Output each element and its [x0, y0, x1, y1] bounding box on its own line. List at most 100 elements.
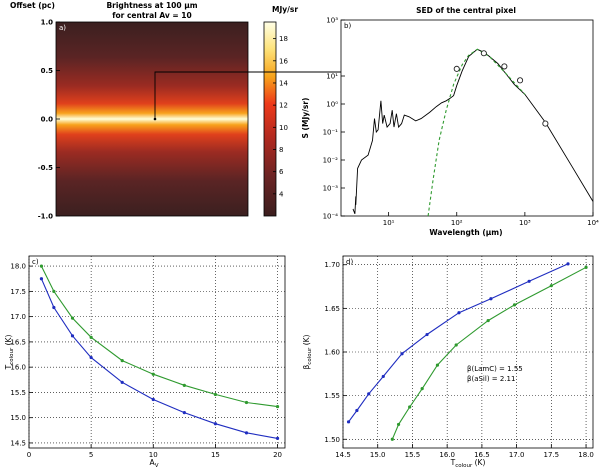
panel-d-green-point — [486, 318, 490, 323]
panel-c-green-point — [151, 372, 155, 376]
panel-a-ytick-label: -1.0 — [38, 213, 53, 221]
panel-d-xtick-label: 17.5 — [544, 451, 560, 459]
panel-b: SED of the central pixel b) 10¹ 10² 10³ 10⁴… — [301, 6, 599, 237]
panel-c-ytick-label: 18.0 — [10, 263, 26, 271]
panel-d-blue-point — [400, 352, 404, 356]
panel-c-ylabel-suffix: (K) — [4, 335, 13, 348]
panel-c-blue-point — [275, 436, 280, 440]
panel-c-blue-point — [213, 422, 218, 426]
panel-a-ylabel: Offset (pc) — [10, 1, 55, 10]
panel-d-ytick-label: 1.60 — [324, 349, 340, 357]
sed-photometry-point — [453, 65, 460, 72]
panel-c-blue-point — [39, 277, 44, 281]
panel-c-xlabel: AV — [150, 458, 159, 469]
panel-d-blue-point — [355, 408, 359, 413]
panel-d-blue-point — [457, 311, 461, 315]
legend-line-2: β(aSil) = 2.11 — [467, 375, 515, 383]
panel-d-ylabel-sub: colour — [307, 347, 313, 365]
panel-b-xtick-label: 10⁴ — [587, 219, 599, 227]
panel-d-green-point — [584, 265, 588, 269]
colorbar-tick-label: 10 — [279, 124, 288, 132]
panel-a-ytick-label: -0.5 — [38, 164, 53, 172]
panel-c-ytick-label: 16.0 — [10, 364, 26, 372]
brightness-map — [55, 21, 249, 217]
panel-b-xlabel: Wavelength (µm) — [429, 228, 502, 237]
panel-d-axis: 14.5 15.0 15.5 16.0 16.5 17.0 17.5 18.0 1.70 1.65… — [324, 256, 594, 459]
central-pixel-marker — [153, 117, 157, 121]
panel-d-xtick-label: 15.0 — [370, 451, 386, 459]
panel-c-ylabel-main: T — [4, 364, 13, 370]
panel-d-green-line — [391, 266, 587, 440]
colorbar — [263, 21, 277, 217]
panel-a-title-line2: for central Av = 10 — [112, 11, 192, 20]
sed-thermal-line — [427, 48, 526, 217]
panel-d-green-point — [549, 284, 553, 288]
panel-a-ytick-label: 1.0 — [41, 19, 54, 27]
sed-photometry-point — [517, 77, 524, 84]
panel-c-green-point — [52, 289, 56, 293]
panel-b-xtick-label: 10² — [451, 219, 463, 227]
panel-c-xtick-label: 0 — [27, 451, 31, 459]
panel-c-blue-point — [89, 355, 93, 360]
panel-d-ytick-label: 1.55 — [324, 392, 340, 400]
panel-c-ylabel-sub: colour — [9, 347, 15, 365]
panel-d-xlabel-sub: colour — [455, 463, 473, 469]
panel-d-blue-point — [527, 279, 531, 283]
panel-b-xtick-label: 10³ — [519, 219, 531, 227]
panel-c-blue-point — [120, 380, 124, 384]
panel-c-green-point — [39, 264, 44, 268]
panel-c-xtick-label: 15 — [211, 451, 220, 459]
colorbar-tick-label: 16 — [279, 57, 288, 65]
panel-d-frame — [342, 255, 594, 449]
sed-photometry-point — [480, 50, 487, 57]
panel-a-title-line1: Brightness at 100 µm — [106, 1, 197, 10]
panel-d-green-point — [408, 405, 412, 409]
panel-d-ylabel-suffix: (K) — [302, 334, 311, 347]
panel-c-ytick-label: 14.5 — [10, 439, 26, 447]
panel-d-green-point — [454, 343, 458, 347]
panel-a-label: a) — [59, 24, 66, 32]
panel-d-ytick-label: 1.70 — [324, 261, 340, 269]
panel-c-xlabel-main: A — [150, 458, 156, 467]
panel-d-blue-point — [489, 297, 493, 301]
colorbar-ticks: 18 16 14 12 10 8 6 4 — [273, 35, 288, 198]
panel-c-blue-line — [40, 278, 278, 439]
panel-c-ylabel: Tcolour (K) — [4, 335, 15, 371]
panel-c-frame — [28, 255, 286, 449]
panel-d-xtick-label: 16.0 — [439, 451, 455, 459]
panel-c-label: c) — [32, 258, 39, 266]
panel-d-blue-point — [425, 332, 429, 337]
panel-b-plot — [352, 48, 594, 217]
panel-d: d) 14.5 15.0 15.5 16.0 16.5 17.0 17.5 18.01.701… — [302, 255, 594, 469]
panel-c-plot — [39, 264, 280, 440]
panel-c-green-point — [213, 392, 218, 397]
panel-b-xtick-label: 10¹ — [383, 219, 395, 227]
panel-d-xtick-label: 14.5 — [335, 451, 351, 459]
panel-b-frame — [340, 19, 594, 217]
panel-c-blue-point — [70, 334, 75, 338]
panel-c-blue-point — [244, 431, 249, 435]
panel-c-green-point — [244, 400, 249, 405]
panel-d-blue-point — [346, 420, 351, 424]
panel-c-green-point — [89, 335, 93, 339]
colorbar-tick-label: 6 — [279, 168, 284, 176]
colorbar-tick-label: 4 — [279, 190, 284, 198]
panel-c-ytick-label: 16.5 — [10, 338, 26, 346]
panel-c-xtick-label: 10 — [149, 451, 158, 459]
colorbar-tick-label: 18 — [279, 35, 288, 43]
panel-c-green-line — [40, 265, 278, 408]
panel-c-blue-point — [52, 305, 56, 310]
panel-c-ytick-label: 15.5 — [10, 389, 26, 397]
panel-a-ytick-label: 0.0 — [41, 116, 54, 124]
panel-d-ylabel: βcolour (K) — [302, 334, 313, 369]
panel-d-xtick-label: 18.0 — [578, 451, 594, 459]
panel-b-ytick-label: 10⁻⁴ — [323, 213, 339, 221]
sed-total-line — [352, 48, 594, 214]
panel-d-green-point — [512, 303, 517, 307]
panel-d-xlabel-suffix: (K) — [472, 458, 485, 467]
panel-d-xtick-label: 17.0 — [509, 451, 525, 459]
panel-d-ylabel-main: β — [302, 364, 311, 369]
panel-b-title: SED of the central pixel — [416, 6, 516, 15]
panel-c-green-point — [182, 383, 186, 387]
sed-photometry-point — [542, 120, 549, 127]
